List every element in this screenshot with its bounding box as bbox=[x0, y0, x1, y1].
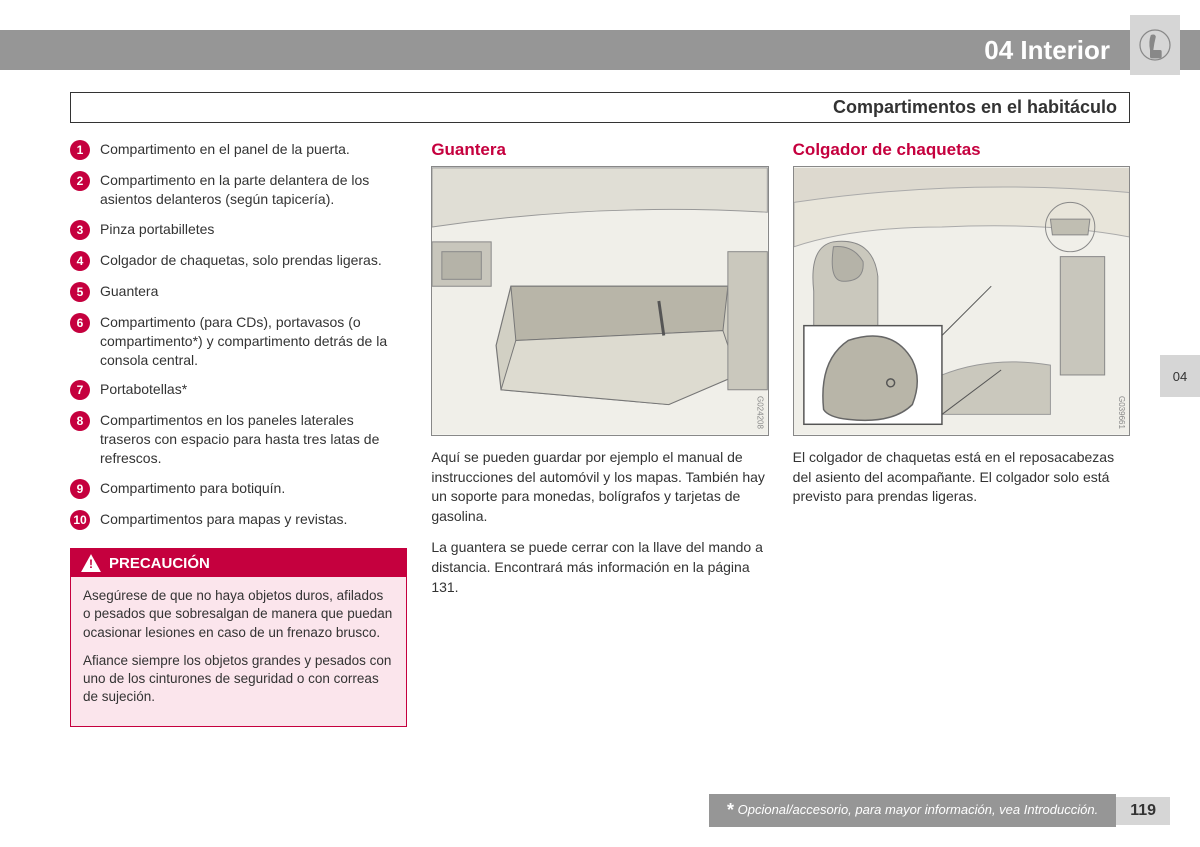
chapter-title: 04 Interior bbox=[984, 35, 1110, 66]
section-title: Compartimentos en el habitáculo bbox=[833, 97, 1117, 117]
footer: * Opcional/accesorio, para mayor informa… bbox=[709, 794, 1170, 827]
caution-header: PRECAUCIÓN bbox=[71, 549, 406, 577]
footnote-text: Opcional/accesorio, para mayor informaci… bbox=[734, 802, 1098, 817]
list-item: 8 Compartimentos en los paneles laterales… bbox=[70, 411, 407, 468]
list-item: 4 Colgador de chaquetas, solo prendas lig… bbox=[70, 251, 407, 271]
list-bullet: 2 bbox=[70, 171, 90, 191]
list-text: Compartimento en el panel de la puerta. bbox=[100, 140, 350, 159]
list-bullet: 1 bbox=[70, 140, 90, 160]
column-3: Colgador de chaquetas G039661 El colgado bbox=[793, 140, 1130, 727]
side-tab-label: 04 bbox=[1173, 369, 1187, 384]
list-item: 3 Pinza portabilletes bbox=[70, 220, 407, 240]
content-columns: 1 Compartimento en el panel de la puerta.… bbox=[70, 140, 1130, 727]
caution-body: Asegúrese de que no haya objetos duros, … bbox=[71, 577, 406, 726]
list-item: 5 Guantera bbox=[70, 282, 407, 302]
page-number: 119 bbox=[1116, 797, 1170, 825]
list-text: Compartimento en la parte delantera de l… bbox=[100, 171, 407, 209]
column-2: Guantera G024208 Aquí se pueden guardar … bbox=[431, 140, 768, 727]
list-text: Pinza portabilletes bbox=[100, 220, 214, 239]
caution-text-2: Afiance siempre los objetos grandes y pe… bbox=[83, 652, 394, 707]
list-text: Compartimentos para mapas y revistas. bbox=[100, 510, 347, 529]
list-item: 9 Compartimento para botiquín. bbox=[70, 479, 407, 499]
list-bullet: 8 bbox=[70, 411, 90, 431]
seat-icon bbox=[1130, 15, 1180, 75]
list-bullet: 7 bbox=[70, 380, 90, 400]
list-text: Compartimento (para CDs), portavasos (o … bbox=[100, 313, 407, 370]
caution-label: PRECAUCIÓN bbox=[109, 555, 210, 572]
colgador-figure: G039661 bbox=[793, 166, 1130, 436]
list-bullet: 3 bbox=[70, 220, 90, 240]
header-bar: 04 Interior bbox=[0, 30, 1200, 70]
list-bullet: 5 bbox=[70, 282, 90, 302]
list-text: Compartimento para botiquín. bbox=[100, 479, 285, 498]
guantera-title: Guantera bbox=[431, 140, 768, 160]
side-tab: 04 bbox=[1160, 355, 1200, 397]
caution-text-1: Asegúrese de que no haya objetos duros, … bbox=[83, 587, 394, 642]
figure-id-guantera: G024208 bbox=[756, 396, 765, 429]
list-item: 7 Portabotellas* bbox=[70, 380, 407, 400]
list-bullet: 10 bbox=[70, 510, 90, 530]
colgador-title: Colgador de chaquetas bbox=[793, 140, 1130, 160]
warning-icon bbox=[81, 554, 101, 572]
guantera-figure: G024208 bbox=[431, 166, 768, 436]
list-text: Compartimentos en los paneles laterales … bbox=[100, 411, 407, 468]
section-header: Compartimentos en el habitáculo bbox=[70, 92, 1130, 123]
figure-id-colgador: G039661 bbox=[1117, 396, 1126, 429]
colgador-p1: El colgador de chaquetas está en el repo… bbox=[793, 448, 1130, 507]
list-bullet: 9 bbox=[70, 479, 90, 499]
list-item: 1 Compartimento en el panel de la puerta. bbox=[70, 140, 407, 160]
list-bullet: 4 bbox=[70, 251, 90, 271]
list-item: 2 Compartimento en la parte delantera de … bbox=[70, 171, 407, 209]
guantera-p1: Aquí se pueden guardar por ejemplo el ma… bbox=[431, 448, 768, 526]
list-item: 6 Compartimento (para CDs), portavasos (o… bbox=[70, 313, 407, 370]
footer-note: * Opcional/accesorio, para mayor informa… bbox=[709, 794, 1116, 827]
column-1: 1 Compartimento en el panel de la puerta.… bbox=[70, 140, 407, 727]
guantera-p2: La guantera se puede cerrar con la llave… bbox=[431, 538, 768, 597]
list-text: Colgador de chaquetas, solo prendas lige… bbox=[100, 251, 382, 270]
list-item: 10 Compartimentos para mapas y revistas. bbox=[70, 510, 407, 530]
caution-box: PRECAUCIÓN Asegúrese de que no haya obje… bbox=[70, 548, 407, 727]
footnote-star: * bbox=[727, 800, 734, 820]
list-text: Portabotellas* bbox=[100, 380, 187, 399]
list-bullet: 6 bbox=[70, 313, 90, 333]
list-text: Guantera bbox=[100, 282, 158, 301]
